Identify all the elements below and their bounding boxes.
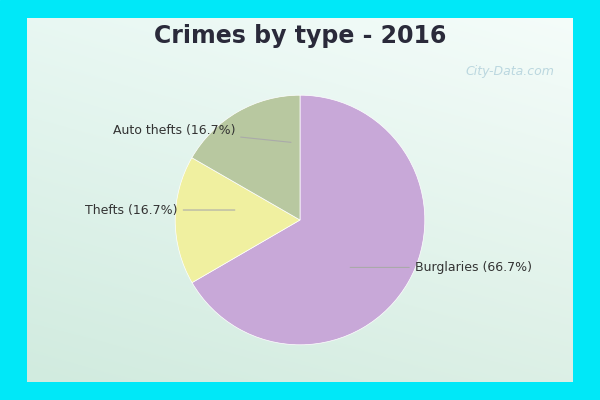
Wedge shape [175, 158, 300, 283]
Text: Thefts (16.7%): Thefts (16.7%) [85, 204, 235, 216]
Wedge shape [192, 95, 300, 220]
Text: City-Data.com: City-Data.com [466, 66, 554, 78]
Wedge shape [192, 95, 425, 345]
Text: Auto thefts (16.7%): Auto thefts (16.7%) [113, 124, 291, 142]
Text: Burglaries (66.7%): Burglaries (66.7%) [350, 261, 532, 274]
Text: Crimes by type - 2016: Crimes by type - 2016 [154, 24, 446, 48]
